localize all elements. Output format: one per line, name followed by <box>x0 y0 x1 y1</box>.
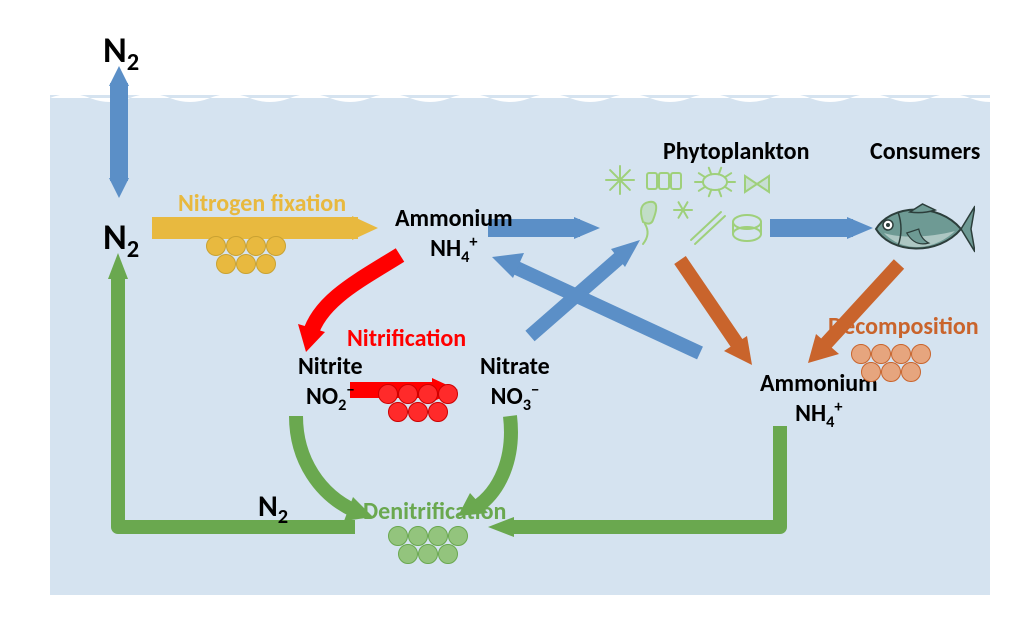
node-ammonium-1: AmmoniumNH4+ <box>395 205 513 266</box>
bacteria-decomp-icon <box>843 338 933 383</box>
process-decomposition: Decomposition <box>828 313 979 341</box>
node-n2-water: N2 <box>103 217 139 263</box>
node-n2-bottom: N2 <box>258 490 288 529</box>
node-nitrite: NitriteNO2− <box>298 353 363 414</box>
node-phytoplankton: Phytoplankton <box>663 138 809 166</box>
bacteria-nitrif-icon <box>370 378 460 423</box>
process-nitrification: Nitrification <box>347 325 466 353</box>
node-consumers: Consumers <box>870 138 980 166</box>
bacteria-nfix-icon <box>198 230 288 275</box>
process-nitrogen-fixation: Nitrogen fixation <box>178 190 346 218</box>
fish-icon <box>870 200 975 258</box>
bacteria-denitr-icon <box>380 520 470 565</box>
node-n2-air: N2 <box>103 30 139 76</box>
node-nitrate: NitrateNO3− <box>480 353 550 414</box>
